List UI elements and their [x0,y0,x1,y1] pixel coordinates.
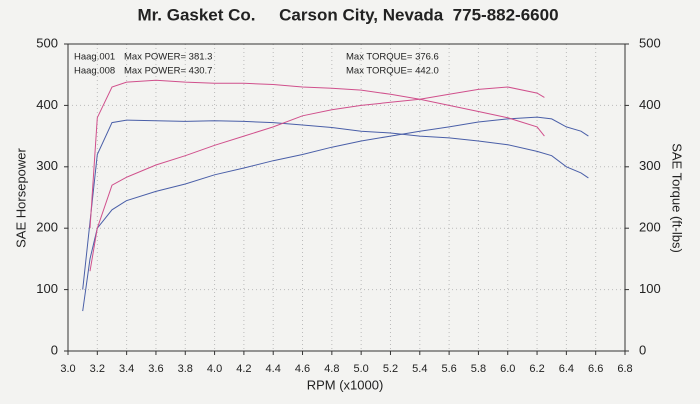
legend-power: Max POWER= 430.7 [124,66,212,77]
legend-torque: Max TORQUE= 442.0 [346,66,439,77]
x-tick-label: 5.6 [441,363,456,375]
y-tick-label: 100 [36,281,58,296]
x-tick-label: 5.4 [412,363,427,375]
y2-tick-label: 300 [639,158,661,173]
y-tick-label: 200 [36,220,58,235]
series-line [82,116,589,312]
x-tick-label: 4.2 [236,363,251,375]
plot-frame [67,43,626,352]
x-tick-label: 6.4 [559,363,574,375]
x-tick-label: 3.0 [60,363,75,375]
x-tick-label: 4.4 [266,363,281,375]
y2-tick-label: 500 [639,35,661,50]
x-tick-label: 6.0 [500,363,515,375]
y-tick-label: 300 [36,158,58,173]
series-line [82,119,589,290]
y2-tick-label: 100 [639,281,661,296]
x-tick-label: 3.2 [90,363,105,375]
x-tick-label: 4.8 [324,363,339,375]
x-tick-label: 4.0 [207,363,222,375]
x-tick-label: 5.8 [471,363,486,375]
legend-label: Haag.008 [74,66,115,77]
legend-torque: Max TORQUE= 376.6 [346,52,439,63]
y-tick-label: 400 [36,97,58,112]
legend-power: Max POWER= 381.3 [124,52,212,63]
x-tick-label: 5.0 [354,363,369,375]
series-line [89,79,545,229]
x-tick-label: 6.6 [588,363,603,375]
x-tick-label: 4.6 [295,363,310,375]
x-tick-label: 5.2 [383,363,398,375]
y-tick-label: 0 [51,342,58,357]
x-tick-label: 6.8 [617,363,632,375]
y2-tick-label: 0 [639,342,646,357]
y2-tick-label: 400 [639,97,661,112]
y-tick-label: 500 [36,35,58,50]
x-tick-label: 3.8 [178,363,193,375]
x-tick-label: 6.2 [529,363,544,375]
x-tick-label: 3.4 [119,363,134,375]
y-axis-label: SAE Horsepower [13,147,28,247]
y2-tick-label: 200 [639,220,661,235]
series-line [89,86,545,272]
x-axis-label: RPM (x1000) [307,377,384,392]
legend-label: Haag.001 [74,52,115,63]
y2-axis-label: SAE Torque (ft-lbs) [670,143,685,253]
x-tick-label: 3.6 [148,363,163,375]
chart-title: Mr. Gasket Co. Carson City, Nevada 775-8… [137,5,558,24]
